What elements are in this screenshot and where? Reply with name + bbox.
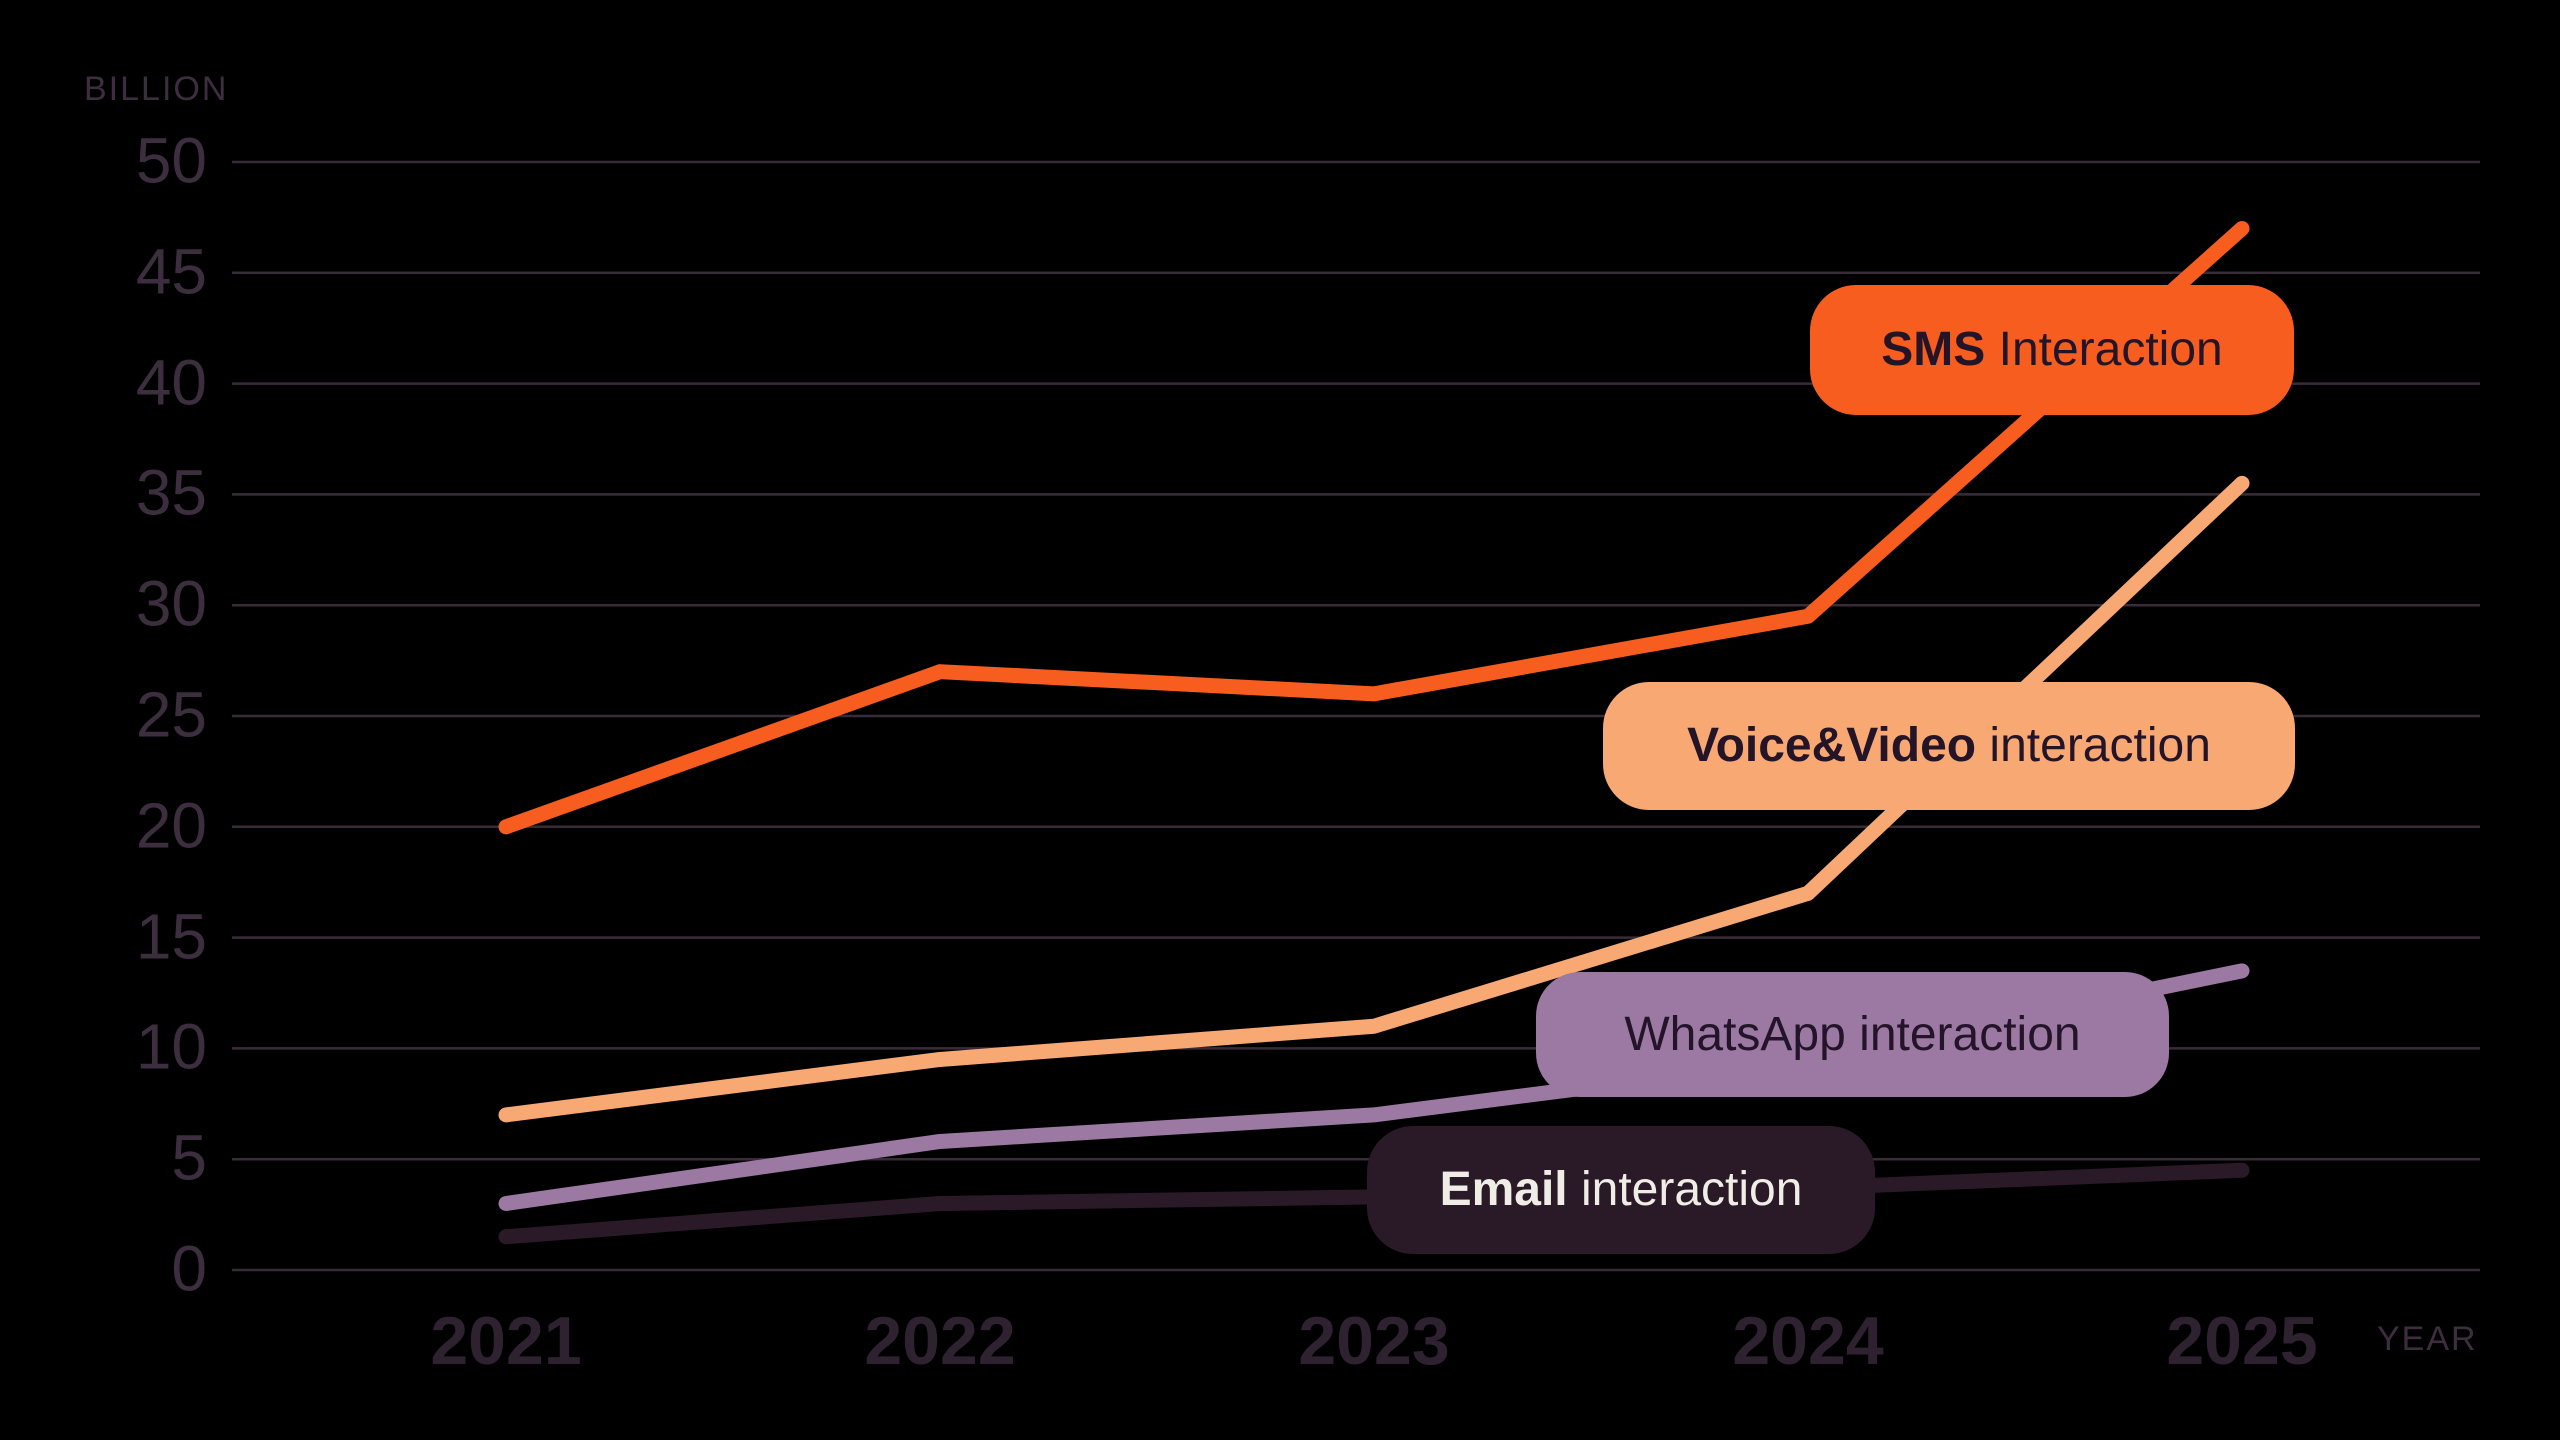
y-tick-label-25: 25: [135, 678, 207, 751]
y-tick-label-15: 15: [135, 900, 207, 973]
legend-badge-sms: SMS Interaction: [1810, 285, 2294, 415]
y-axis-unit-label: BILLION: [84, 70, 229, 108]
x-tick-label-2025: 2025: [2166, 1303, 2318, 1379]
y-tick-label-30: 30: [135, 567, 207, 640]
legend-badge-email-label-rest: interaction: [1567, 1163, 1803, 1216]
y-tick-label-5: 5: [171, 1121, 207, 1194]
x-tick-label-2023: 2023: [1298, 1303, 1450, 1379]
legend-badge-whatsapp-label-rest: interaction: [1845, 1007, 2081, 1061]
x-tick-label-2021: 2021: [430, 1303, 582, 1379]
x-tick-label-2022: 2022: [864, 1303, 1016, 1379]
legend-badge-voice-video: Voice&Video interaction: [1603, 682, 2295, 810]
x-axis-unit-label: YEAR: [2377, 1320, 2478, 1358]
legend-badge-sms-label-bold: SMS: [1881, 323, 1986, 376]
legend-badge-email: Email interaction: [1367, 1126, 1875, 1254]
x-tick-label-2024: 2024: [1732, 1303, 1884, 1379]
y-tick-label-0: 0: [171, 1232, 207, 1305]
y-tick-label-45: 45: [135, 235, 207, 308]
legend-badge-sms-label-rest: Interaction: [1985, 323, 2223, 376]
legend-badge-email-label-bold: Email: [1439, 1163, 1568, 1216]
series-line-sms-interaction: [498, 220, 2250, 835]
legend-badge-voice-video-label-bold: Voice&Video: [1687, 719, 1977, 772]
y-tick-label-40: 40: [135, 346, 207, 419]
y-tick-label-20: 20: [135, 789, 207, 862]
legend-badge-whatsapp: WhatsApp interaction: [1536, 972, 2169, 1097]
legend-badge-whatsapp-label-bold: WhatsApp: [1624, 1007, 1846, 1061]
y-tick-label-10: 10: [135, 1010, 207, 1083]
y-tick-label-50: 50: [135, 124, 207, 197]
legend-badge-voice-video-label-rest: interaction: [1976, 719, 2211, 772]
y-tick-label-35: 35: [135, 456, 207, 529]
